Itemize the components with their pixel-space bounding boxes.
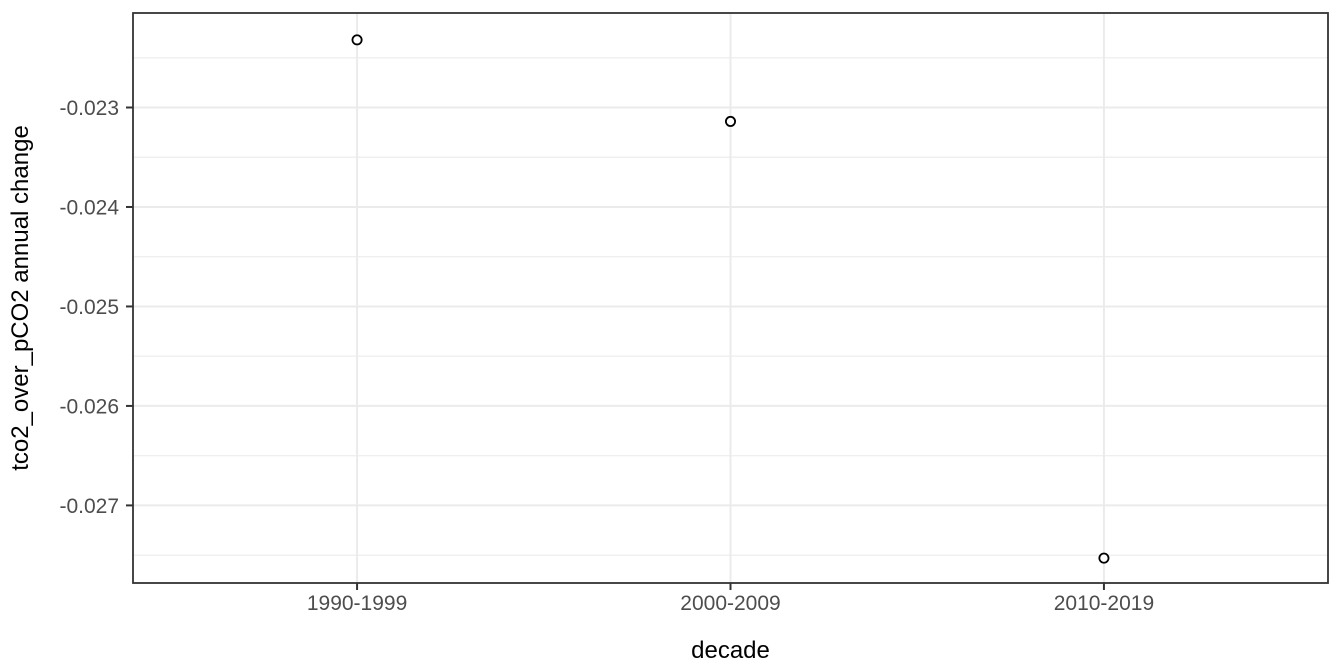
y-tick-label: -0.024 bbox=[59, 196, 119, 219]
x-tick-label: 2010-2019 bbox=[1054, 592, 1154, 615]
y-tick-label: -0.025 bbox=[59, 296, 119, 319]
data-point bbox=[351, 34, 363, 46]
data-point bbox=[725, 115, 737, 127]
y-axis-title: tco2_over_pCO2 annual change bbox=[7, 125, 34, 471]
x-tick-label: 2000-2009 bbox=[680, 592, 780, 615]
y-tick-label: -0.023 bbox=[59, 97, 119, 120]
x-tick-label: 1990-1999 bbox=[307, 592, 407, 615]
x-axis-title: decade bbox=[691, 637, 770, 664]
y-tick-label: -0.026 bbox=[59, 395, 119, 418]
data-point bbox=[1098, 552, 1110, 564]
y-tick-label: -0.027 bbox=[59, 495, 119, 518]
